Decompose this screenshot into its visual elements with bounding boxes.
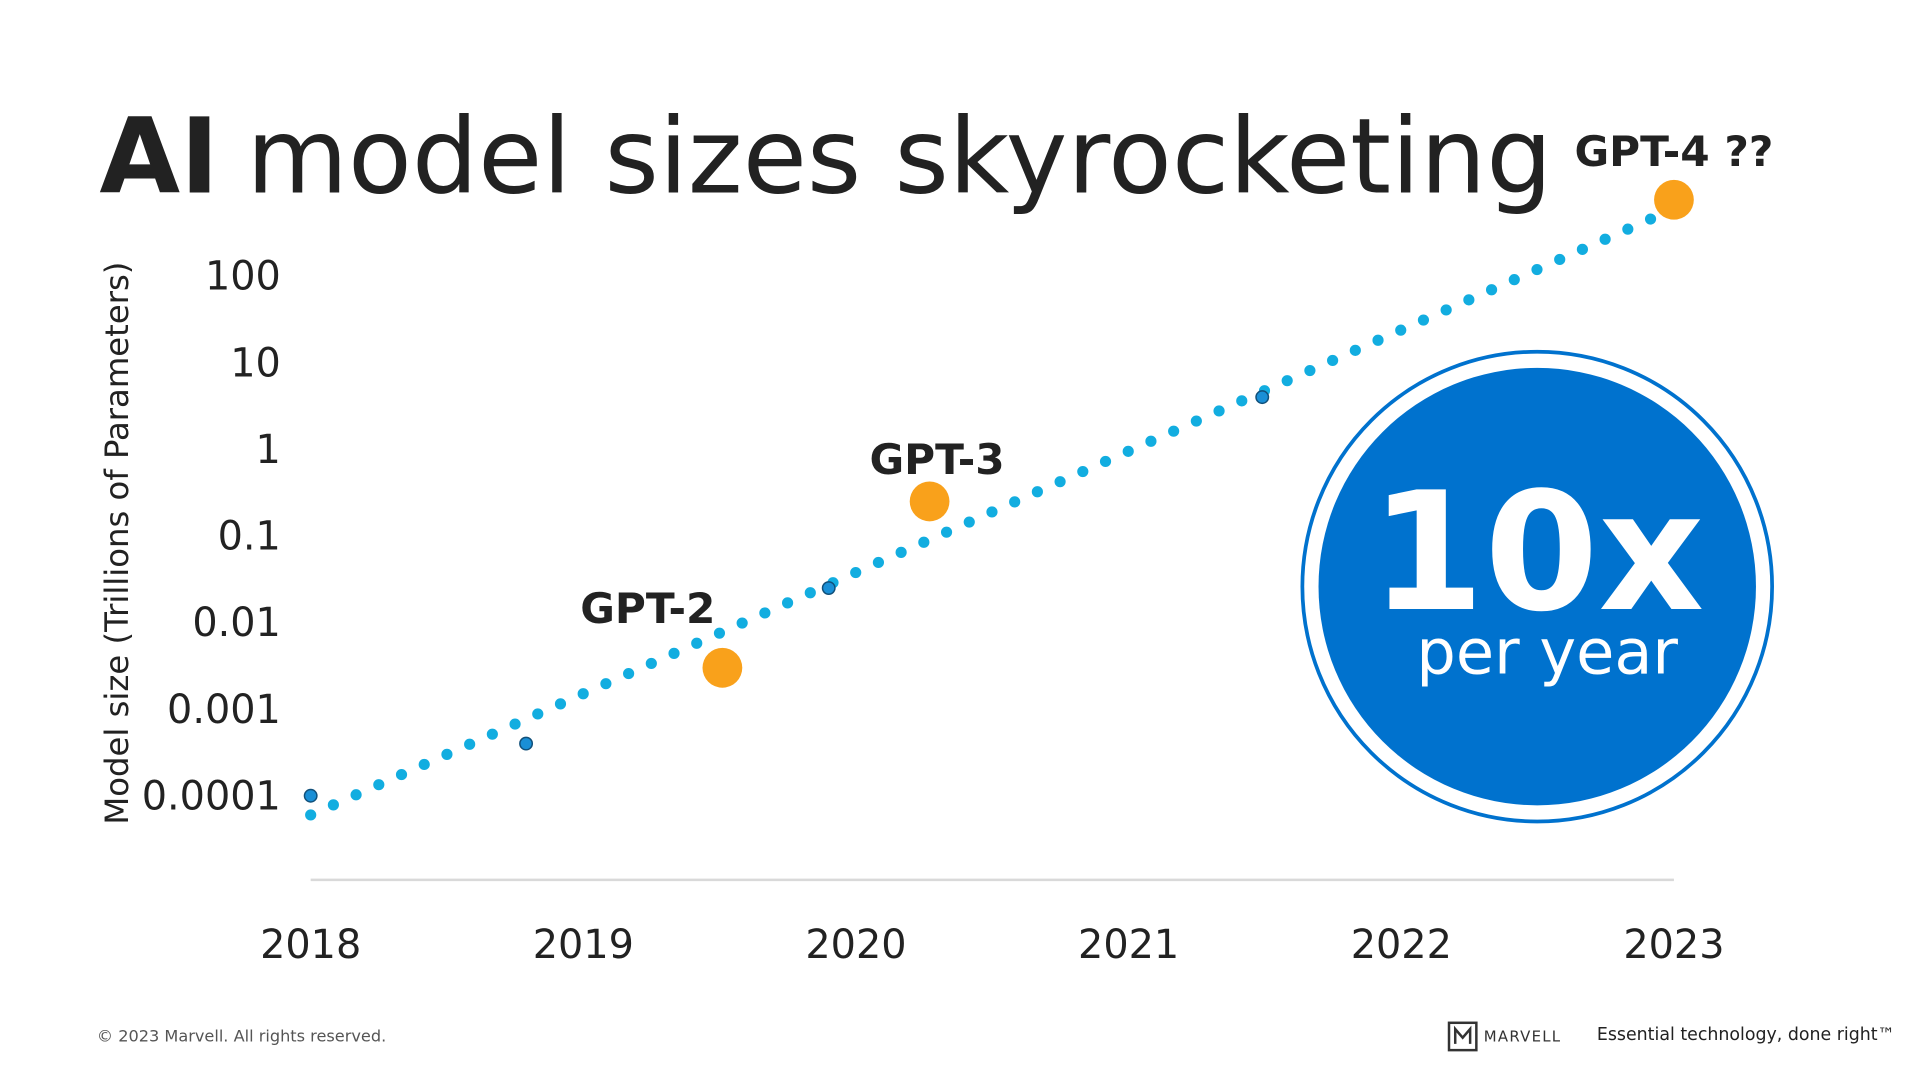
- brand-logo: MARVELL: [1447, 1021, 1562, 1052]
- x-tick-label: 2018: [260, 922, 361, 968]
- model-label: GPT-2: [580, 584, 715, 633]
- badge-headline: 10x: [1370, 457, 1704, 648]
- x-tick-label: 2023: [1623, 922, 1724, 968]
- data-point: [821, 581, 836, 596]
- x-tick-label: 2020: [805, 922, 906, 968]
- badge-disc: [1318, 367, 1756, 806]
- trend-line: [305, 203, 1680, 821]
- model-label: GPT-3: [869, 435, 1004, 484]
- model-point: [1654, 179, 1694, 220]
- y-axis-label: Model size (Trillions of Parameters): [98, 262, 136, 825]
- model-point: [909, 481, 950, 522]
- x-tick-label: 2021: [1078, 922, 1179, 968]
- y-tick-label: 100: [205, 254, 281, 300]
- logo-icon: [1447, 1021, 1478, 1052]
- y-tick-label: 10: [230, 340, 281, 386]
- x-tick-label: 2022: [1351, 922, 1452, 968]
- y-tick-label: 0.0001: [142, 773, 281, 819]
- callout-badge: 10x per year: [1300, 349, 1774, 824]
- data-point: [519, 736, 534, 751]
- data-point: [1255, 390, 1270, 405]
- y-tick-label: 0.01: [192, 600, 281, 646]
- slide-title: AI model sizes skyrocketing: [99, 96, 1552, 218]
- y-tick-label: 0.1: [218, 514, 281, 560]
- model-label: GPT-4 ??: [1574, 127, 1773, 176]
- title-lead: AI: [99, 96, 219, 218]
- copyright: © 2023 Marvell. All rights reserved.: [97, 1026, 386, 1045]
- data-point: [303, 788, 318, 803]
- y-tick-label: 0.001: [167, 687, 281, 733]
- badge-subline: per year: [1416, 616, 1678, 689]
- x-tick-label: 2019: [533, 922, 634, 968]
- tagline: Essential technology, done right™: [1597, 1025, 1895, 1045]
- title-text: model sizes skyrocketing: [246, 96, 1552, 218]
- brand-name: MARVELL: [1484, 1027, 1562, 1045]
- logo-mark: [1453, 1025, 1472, 1044]
- model-point: [702, 647, 743, 688]
- y-tick-label: 1: [256, 427, 281, 473]
